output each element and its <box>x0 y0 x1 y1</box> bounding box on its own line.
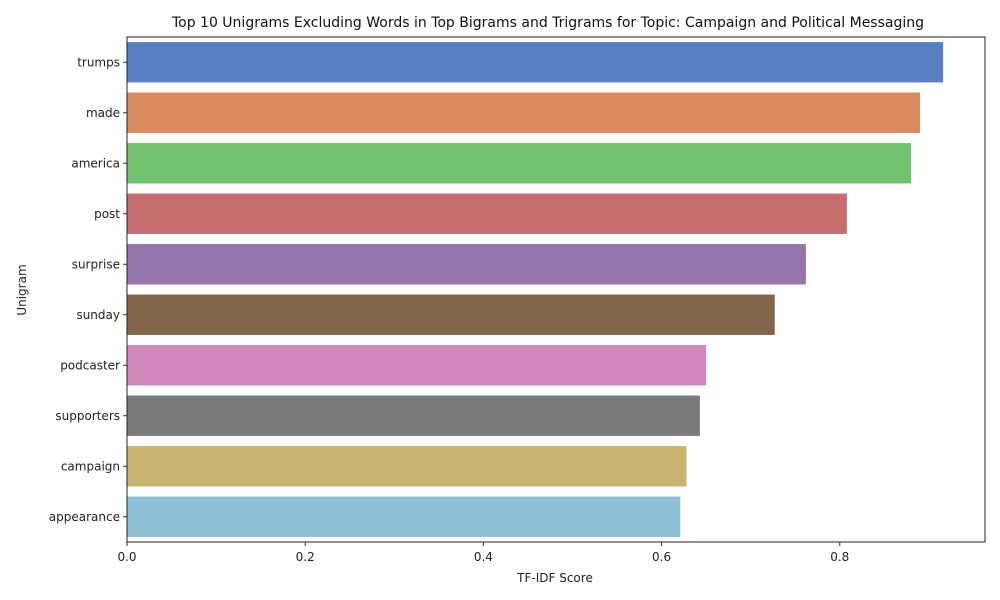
y-tick-label: campaign <box>61 459 120 473</box>
x-tick-label: 0.0 <box>117 550 136 564</box>
bars-layer <box>127 42 944 537</box>
bar-sunday <box>127 294 775 335</box>
x-ticks: 0.0 0.2 0.4 0.6 0.8 <box>117 542 849 564</box>
bar-supporters <box>127 395 700 436</box>
y-tick-label: surprise <box>72 257 120 271</box>
x-tick-label: 0.8 <box>830 550 849 564</box>
bar-appearance <box>127 496 681 537</box>
y-tick-label: appearance <box>49 510 120 524</box>
bar-post <box>127 193 847 234</box>
bar-trumps <box>127 42 944 83</box>
x-tick-label: 0.2 <box>296 550 315 564</box>
x-axis-title: TF-IDF Score <box>516 571 593 585</box>
chart-title: Top 10 Unigrams Excluding Words in Top B… <box>171 15 924 31</box>
bar-campaign <box>127 446 687 487</box>
y-tick-label: post <box>94 207 120 221</box>
bar-made <box>127 92 920 133</box>
y-tick-label: sunday <box>76 308 120 322</box>
bar-podcaster <box>127 345 707 386</box>
x-tick-label: 0.6 <box>652 550 671 564</box>
y-tick-label: podcaster <box>60 358 120 372</box>
y-tick-label: supporters <box>55 409 120 423</box>
y-ticks: trumps made america post surprise sunday podca… <box>49 55 127 524</box>
axes-frame <box>126 36 986 543</box>
y-tick-label: america <box>71 156 120 170</box>
plot-frame <box>126 36 986 543</box>
y-tick-label: trumps <box>77 55 120 69</box>
y-axis-title: Unigram <box>15 264 29 315</box>
y-tick-label: made <box>86 106 120 120</box>
bar-surprise <box>127 244 806 285</box>
x-tick-label: 0.4 <box>474 550 493 564</box>
bar-america <box>127 143 912 184</box>
